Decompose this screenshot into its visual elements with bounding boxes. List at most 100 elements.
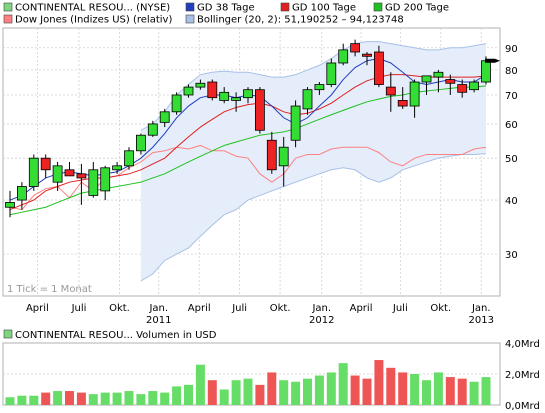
candle [112, 161, 122, 174]
volume-bar [65, 391, 74, 405]
candle [373, 45, 384, 88]
time-tick-label: Jan. [471, 303, 491, 314]
volume-bar [184, 384, 193, 405]
legend-label-gd38: GD 38 Tage [197, 3, 255, 14]
candle-body [5, 202, 15, 208]
candle [350, 39, 361, 57]
candle [28, 154, 39, 191]
legend-swatch-dow [3, 14, 13, 24]
candle [219, 87, 230, 104]
volume-bar [303, 378, 312, 405]
volume-bar [41, 392, 51, 405]
candle-body [135, 134, 146, 152]
candle-body [266, 139, 277, 171]
candle-body [254, 89, 265, 131]
volume-bar [76, 392, 86, 405]
candle-body [52, 165, 63, 183]
time-tick-label: Juli [231, 303, 247, 314]
volume-bar [112, 392, 122, 405]
volume-bar [124, 391, 134, 405]
candle-body [278, 146, 289, 167]
last-price-marker [485, 58, 500, 63]
volume-tick-label: 4,0Mrd [505, 339, 540, 350]
volume-bar [398, 372, 408, 405]
candle [147, 120, 158, 137]
volume-bar [255, 384, 265, 405]
volume-bar [100, 392, 110, 405]
candle [124, 147, 134, 170]
time-tick-label: Okt. [109, 303, 130, 314]
time-tick-label: April [188, 303, 211, 314]
volume-bar [172, 386, 182, 405]
candle-body [385, 86, 396, 96]
candle [445, 74, 456, 95]
year-tick-label: 2012 [309, 315, 334, 326]
volume-bar [445, 377, 455, 405]
volume-swatch [3, 329, 13, 339]
volume-bar [136, 394, 146, 405]
volume-bar [88, 394, 98, 405]
candle-body [16, 186, 27, 201]
volume-bar [338, 363, 348, 405]
time-tick-label: April [26, 303, 49, 314]
price-axis-ticks: 30 40 50 60 70 80 90 [505, 44, 518, 261]
candle [254, 87, 265, 134]
volume-bar [362, 378, 372, 405]
candle-body [397, 100, 408, 107]
candle-body [302, 89, 313, 110]
volume-bar [291, 381, 301, 405]
candle-body [469, 81, 480, 91]
price-tick-label: 40 [505, 196, 518, 207]
volume-bar [314, 375, 324, 405]
candle-body [219, 91, 230, 101]
volume-bar [267, 372, 277, 405]
candle [433, 69, 444, 93]
candle [397, 87, 408, 109]
candle-body [40, 157, 51, 171]
candle-body [350, 43, 361, 53]
candle-body [362, 53, 372, 57]
candle [52, 161, 63, 191]
volume-bar [326, 372, 336, 405]
candle-body [28, 157, 39, 187]
legend-swatch-stock [3, 2, 13, 12]
candle-body [433, 71, 444, 78]
candle [100, 165, 111, 201]
candle-body [373, 51, 384, 85]
volume-bar [148, 391, 158, 405]
tick-note: 1 Tick = 1 Monat [7, 284, 92, 295]
time-tick-label: April [350, 303, 373, 314]
time-tick-label: Jan. [311, 303, 331, 314]
candle [207, 79, 218, 101]
candle-body [338, 49, 349, 64]
candle-body [314, 84, 325, 91]
candle-body [112, 165, 122, 171]
candle [338, 43, 349, 66]
legend-swatch-gd100 [280, 2, 290, 12]
candle-body [159, 111, 170, 123]
volume-bar [53, 391, 63, 405]
candle [16, 182, 27, 210]
candle-body [243, 89, 253, 99]
volume-bar [5, 397, 15, 405]
candle [64, 161, 75, 177]
candle-body [409, 81, 420, 107]
volume-bar [457, 378, 467, 405]
volume-bars [5, 360, 491, 405]
candle-body [195, 82, 206, 88]
candle-body [88, 169, 99, 196]
volume-bar [243, 378, 253, 405]
candle [457, 79, 468, 98]
time-tick-label: Jan. [148, 303, 168, 314]
candle [469, 79, 480, 93]
candle [76, 163, 87, 205]
candle [266, 131, 277, 174]
candle-body [147, 123, 158, 136]
price-tick-label: 90 [505, 44, 518, 55]
candle-body [171, 94, 182, 113]
time-tick-label: Okt. [430, 303, 451, 314]
volume-bar [350, 375, 360, 405]
candle-body [124, 150, 134, 167]
candle-body [100, 167, 111, 192]
